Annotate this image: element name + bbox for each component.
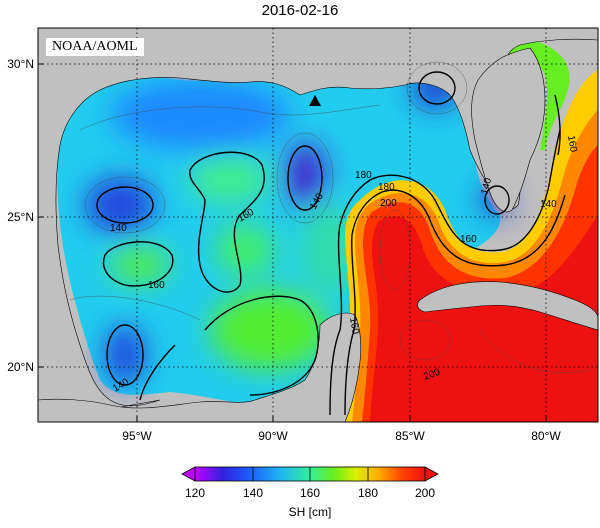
contour-label: 180 (355, 170, 372, 181)
lat-label-30n: 30°N (7, 57, 34, 71)
graticule (38, 28, 598, 422)
contour-label: 140 (540, 199, 557, 210)
station-marker-triangle (309, 95, 321, 106)
colorbar-tick: 200 (415, 486, 435, 500)
field-anomalies (85, 68, 509, 385)
colorbar-label: SH [cm] (289, 505, 332, 519)
contour-label: 140 (479, 176, 494, 195)
colorbar-high-arrow (424, 466, 439, 482)
land-florida (471, 47, 546, 213)
lon-label-85w: 85°W (395, 429, 425, 443)
axis-ticks (38, 63, 547, 422)
plot-frame (37, 27, 599, 423)
contour-label: 160 (460, 234, 477, 245)
contour-label: 140 (110, 223, 127, 234)
contour-label: 200 (380, 198, 397, 209)
contour-labels: 140 140 140 140 140 160 160 160 160 160 … (110, 135, 579, 395)
colorbar-tick: 120 (185, 486, 205, 500)
colorbar-tick: 160 (300, 486, 320, 500)
source-badge: NOAA/AOML (46, 38, 144, 56)
contour-label: 160 (565, 135, 579, 154)
colorbar-low-arrow (181, 466, 196, 482)
lat-label-20n: 20°N (7, 360, 34, 374)
contour-label: 160 (148, 280, 165, 291)
contour-label: 160 (347, 317, 361, 336)
lon-label-90w: 90°W (258, 429, 288, 443)
lat-label-25n: 25°N (7, 210, 34, 224)
colorbar-tick: 180 (358, 486, 378, 500)
colorbar: 120 140 160 180 200 SH [cm] (181, 466, 439, 519)
land-cuba (417, 281, 598, 331)
contours-minor (69, 61, 591, 373)
contours-major (96, 71, 566, 416)
lon-label-95w: 95°W (122, 429, 152, 443)
land-mexico (38, 312, 361, 422)
colorbar-tick: 140 (243, 486, 263, 500)
gulf-ocean-field (57, 69, 501, 406)
map-title: 2016-02-16 (261, 2, 339, 19)
contour-label: 180 (378, 182, 395, 193)
lon-label-80w: 80°W (531, 429, 561, 443)
